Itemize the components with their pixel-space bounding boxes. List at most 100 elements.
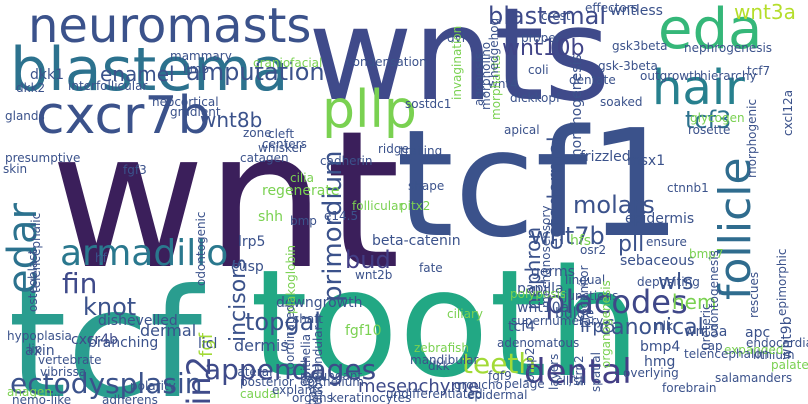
word-cap: cap	[701, 339, 723, 353]
word-cxcr7b: cxcr7b	[36, 86, 211, 146]
word-tcf1: tcf1	[396, 98, 682, 270]
word-nephrogenesis: nephrogenesis	[684, 41, 773, 55]
word-cll-sll: cll/sll	[556, 374, 587, 388]
word-organs: organs	[292, 391, 333, 404]
word-ciliary: ciliary	[447, 307, 483, 321]
word-wnt5a: wnt5a	[684, 324, 728, 340]
word-supernumerary: supernumerary	[511, 314, 604, 328]
word-trailing: trailing	[400, 144, 443, 158]
word-fate: fate	[419, 261, 443, 275]
word-anagen: anagen	[7, 385, 52, 399]
word-zebrafish: zebrafish	[414, 341, 470, 355]
word-enamel: enamel	[100, 62, 175, 86]
word-lithium: lithium	[753, 348, 795, 362]
word-junctions: junctions	[564, 289, 619, 303]
word-osteoblast: osteoblast	[26, 249, 40, 312]
word-dickkopf: dickkopf	[510, 91, 561, 105]
word-fgf9: fgf9	[488, 369, 512, 383]
word-dkk2: dkk2	[16, 81, 46, 95]
word-mechanosensory: mechanosensory	[539, 205, 553, 308]
word-outgrowth: outgrowth	[640, 69, 702, 83]
word-ctnnb1: ctnnb1	[667, 181, 709, 195]
word-bmp: bmp	[290, 214, 317, 228]
word-bulge: bulge	[555, 306, 595, 322]
word-posterior: posterior	[240, 375, 294, 389]
word-hem: hem	[672, 290, 717, 314]
word-organogenesis: organogenesis	[599, 280, 613, 368]
word-topgal: topgal	[245, 308, 321, 336]
word-papilla: papilla	[517, 281, 564, 297]
word-sostdc1: sostdc1	[405, 97, 452, 111]
word-cxcr4b: cxcr4b	[71, 332, 118, 348]
word-pelage: pelage	[504, 377, 545, 391]
word-explants: explants	[272, 383, 324, 397]
word-hmg: hmg	[644, 354, 676, 370]
word-apc: apc	[745, 325, 771, 341]
word-wnt10b: wnt10b	[502, 36, 585, 61]
word-downgrowth: downgrowth	[276, 295, 363, 311]
word-undifferentiated: undifferentiated	[386, 387, 483, 401]
word-gradient: gradient	[170, 105, 221, 119]
word-wntless: wntless	[610, 3, 663, 19]
word-redundant: redundant	[300, 369, 363, 383]
word-invagination: invagination	[450, 25, 464, 100]
word-proper: proper	[521, 31, 561, 45]
word-e14-5: e14.5	[324, 209, 359, 223]
word-condensation: condensation	[346, 55, 427, 69]
word-polyposis: polyposis	[510, 287, 567, 301]
word-shape: shape	[408, 179, 445, 193]
word-shaft: shaft	[293, 312, 323, 326]
word-rosette: rosette	[688, 123, 731, 137]
word-limb: limb	[183, 62, 209, 76]
word-licl: licl	[198, 336, 218, 352]
word-mammary: mammary	[170, 49, 232, 63]
word-morphogenesis: morphogenesis	[569, 54, 585, 162]
word-cusp: cusp	[231, 259, 264, 275]
word-primordium: primordium	[318, 150, 348, 302]
word-frizzled: frizzled	[580, 149, 631, 165]
word-knot: knot	[83, 293, 137, 321]
word-wnt: wnt	[50, 90, 401, 311]
word-pll: pll	[618, 232, 645, 257]
word-wnt4: wnt4	[488, 77, 518, 91]
word-placodes: placodes	[545, 283, 688, 321]
word-molars: molars	[573, 191, 655, 219]
word-coli: coli	[528, 63, 549, 77]
word-endocardial: endocardial	[746, 336, 808, 350]
word-dental: dental	[524, 352, 632, 392]
word-palate: palate	[771, 358, 808, 372]
word-bud: bud	[345, 246, 391, 274]
word-vertebrate: vertebrate	[38, 353, 102, 367]
word-presumptive: presumptive	[5, 151, 81, 165]
word-epimorphic: epimorphic	[775, 248, 789, 316]
word-soaked: soaked	[600, 95, 643, 109]
word-groucho: groucho	[454, 378, 503, 392]
word-lrp6: lrp6	[580, 316, 616, 337]
word-fgf3: fgf3	[123, 163, 147, 177]
word-pitx2: pitx2	[400, 199, 431, 213]
word-catagen: catagen	[240, 151, 289, 165]
word-dkk1: dkk1	[30, 67, 65, 83]
word-vibrissa: vibrissa	[40, 365, 87, 379]
word-regenerate: regenerate	[262, 183, 340, 199]
word-glycogen: glycogen	[690, 111, 745, 125]
word-appendages: appendages	[204, 353, 377, 386]
word-canonical: canonical	[599, 315, 704, 340]
word-ridge: ridge	[378, 142, 409, 156]
word-dermal: dermal	[140, 321, 197, 340]
word-whisker: whisker	[258, 141, 304, 155]
word-wnt2b: wnt2b	[355, 268, 393, 282]
word-wnt8b: wnt8b	[200, 108, 263, 132]
word-effectors: effectors	[585, 1, 638, 15]
word-branching: branching	[88, 335, 159, 351]
word-mandibular: mandibular	[410, 353, 479, 367]
word-gsk-3beta: gsk-3beta	[598, 59, 658, 73]
word-hf: hf	[95, 251, 107, 265]
word-hair: hair	[652, 60, 745, 116]
word-epidermis: epidermis	[625, 211, 695, 227]
word-morphogenic: morphogenic	[745, 98, 759, 178]
word-eda: eda	[658, 0, 763, 62]
word-lateral: lateral	[234, 365, 273, 379]
word-cilia: cilia	[290, 171, 314, 185]
